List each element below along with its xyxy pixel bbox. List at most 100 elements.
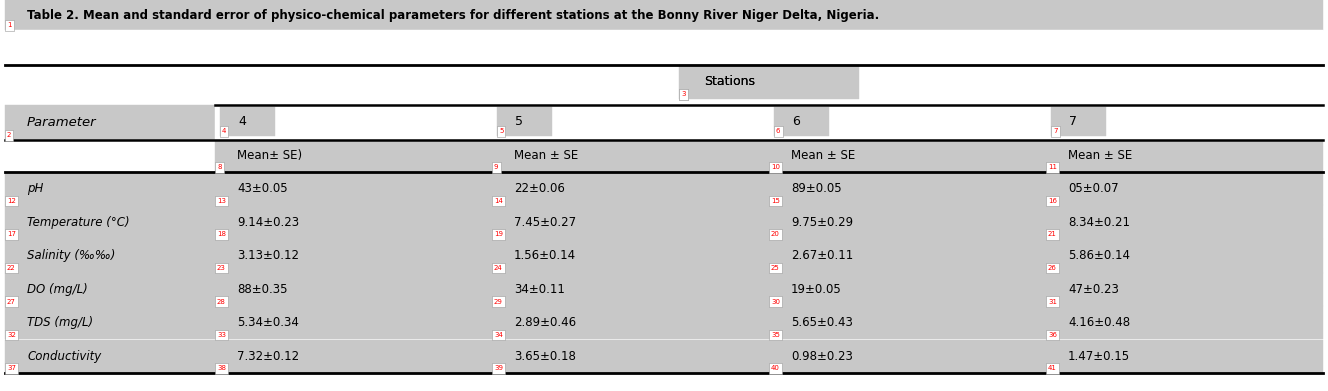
Text: 27: 27	[7, 298, 16, 305]
Text: Mean ± SE: Mean ± SE	[514, 149, 578, 163]
Text: 5: 5	[499, 129, 503, 135]
Bar	[769, 172, 1046, 206]
Text: 28: 28	[216, 298, 226, 305]
Bar	[491, 172, 769, 206]
Text: DO (mg/L): DO (mg/L)	[27, 283, 88, 296]
Text: 17: 17	[7, 231, 16, 237]
Text: 89±0.05: 89±0.05	[791, 182, 842, 195]
Text: 39: 39	[494, 366, 503, 371]
Bar	[491, 105, 769, 140]
Bar	[769, 140, 1046, 172]
Text: 3.65±0.18: 3.65±0.18	[514, 350, 576, 363]
Text: 4: 4	[222, 129, 226, 135]
Text: 40: 40	[772, 366, 780, 371]
Text: 25: 25	[772, 265, 780, 271]
Text: 1: 1	[7, 23, 12, 29]
Bar	[769, 239, 1046, 273]
Bar	[1046, 206, 1323, 239]
Text: 5.86±0.14: 5.86±0.14	[1068, 249, 1130, 262]
Text: Stations: Stations	[704, 75, 756, 88]
Bar	[5, 339, 215, 373]
Text: 33: 33	[216, 332, 226, 338]
Text: 24: 24	[494, 265, 503, 271]
Text: 6: 6	[776, 129, 781, 135]
Text: TDS (mg/L): TDS (mg/L)	[27, 316, 93, 329]
Bar	[215, 306, 491, 339]
Bar	[5, 172, 215, 206]
Text: 15: 15	[772, 198, 780, 204]
Text: 5.65±0.43: 5.65±0.43	[791, 316, 853, 329]
Text: 9.14±0.23: 9.14±0.23	[236, 216, 299, 229]
Text: 10: 10	[772, 165, 780, 170]
Text: 0.98±0.23: 0.98±0.23	[791, 350, 853, 363]
Text: 9.75±0.29: 9.75±0.29	[791, 216, 853, 229]
Text: 3: 3	[681, 91, 685, 97]
Bar	[679, 65, 859, 99]
Bar	[5, 30, 1323, 65]
Text: 5: 5	[515, 115, 523, 128]
Text: 36: 36	[1048, 332, 1057, 338]
Text: 1.56±0.14: 1.56±0.14	[514, 249, 576, 262]
Text: Stations: Stations	[704, 75, 756, 88]
Bar	[1046, 105, 1323, 140]
Text: 32: 32	[7, 332, 16, 338]
Text: 20: 20	[772, 231, 780, 237]
Bar	[5, 65, 215, 105]
Bar	[491, 140, 769, 172]
Text: 26: 26	[1048, 265, 1057, 271]
Bar	[215, 273, 491, 306]
Bar	[769, 339, 1046, 373]
Bar	[215, 206, 491, 239]
Bar	[1046, 140, 1323, 172]
Text: 7.45±0.27: 7.45±0.27	[514, 216, 576, 229]
Bar	[215, 339, 491, 373]
Bar	[215, 140, 491, 172]
Bar	[491, 306, 769, 339]
Bar	[5, 206, 215, 239]
Text: 12: 12	[7, 198, 16, 204]
Text: 37: 37	[7, 366, 16, 371]
Text: 5.34±0.34: 5.34±0.34	[236, 316, 299, 329]
Text: 3: 3	[681, 91, 685, 97]
Bar	[1046, 172, 1323, 206]
Text: 30: 30	[772, 298, 780, 305]
Bar	[1050, 107, 1106, 136]
Text: Conductivity: Conductivity	[27, 350, 101, 363]
Bar	[491, 206, 769, 239]
Bar	[491, 339, 769, 373]
Text: 34±0.11: 34±0.11	[514, 283, 564, 296]
Text: 22: 22	[7, 265, 16, 271]
Bar	[215, 172, 491, 206]
Bar	[1046, 239, 1323, 273]
Bar	[679, 65, 859, 99]
Bar	[5, 0, 1323, 30]
Text: 11: 11	[1048, 165, 1057, 170]
Text: 35: 35	[772, 332, 780, 338]
Bar	[774, 107, 829, 136]
Bar	[769, 273, 1046, 306]
Bar	[215, 239, 491, 273]
Text: Parameter: Parameter	[27, 116, 97, 129]
Bar	[1046, 306, 1323, 339]
Bar	[215, 65, 1323, 105]
Bar	[769, 206, 1046, 239]
Text: 13: 13	[216, 198, 226, 204]
Text: 88±0.35: 88±0.35	[236, 283, 287, 296]
Text: 2: 2	[7, 133, 12, 138]
Text: 43±0.05: 43±0.05	[236, 182, 288, 195]
Text: 05±0.07: 05±0.07	[1068, 182, 1118, 195]
Text: 38: 38	[216, 366, 226, 371]
Text: Table 2. Mean and standard error of physico-chemical parameters for different st: Table 2. Mean and standard error of phys…	[27, 9, 879, 22]
Text: 14: 14	[494, 198, 503, 204]
Bar	[1046, 339, 1323, 373]
Bar	[220, 107, 275, 136]
Bar	[215, 105, 491, 140]
Text: 19: 19	[494, 231, 503, 237]
Text: 23: 23	[216, 265, 226, 271]
Text: 19±0.05: 19±0.05	[791, 283, 842, 296]
Text: 4: 4	[238, 115, 246, 128]
Text: 22±0.06: 22±0.06	[514, 182, 564, 195]
Text: 2.89±0.46: 2.89±0.46	[514, 316, 576, 329]
Text: 41: 41	[1048, 366, 1057, 371]
Text: 4.16±0.48: 4.16±0.48	[1068, 316, 1130, 329]
